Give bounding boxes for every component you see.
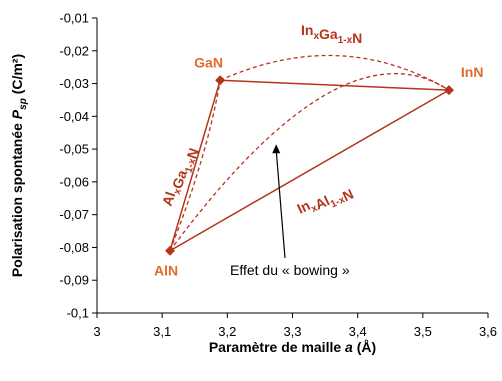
bowing-curves: [169, 54, 450, 252]
bowing-curve-GaN-InN: [219, 54, 450, 91]
line-GaN-InN: [220, 79, 449, 91]
line-AlN-GaN: [169, 80, 221, 251]
x-tick-label: 3,4: [349, 324, 367, 339]
bowing-curve-AlN-InN: [169, 73, 450, 252]
alloy-labels: InxGa1-xN InxAl1-xN AlxGa1-xN: [159, 22, 363, 224]
point-AlN: [164, 245, 175, 256]
y-tick-label: -0,01: [59, 11, 89, 26]
x-tick-label: 3,2: [218, 324, 236, 339]
y-tick-label: -0,07: [59, 207, 89, 222]
y-tick-label: -0,03: [59, 76, 89, 91]
point-GaN: [215, 75, 226, 86]
annotation-arrowhead: [272, 144, 281, 154]
linear-segments: [169, 79, 450, 252]
y-tick-label: -0,04: [59, 109, 89, 124]
axis-titles: Paramètre de maille a (Å) Polarisation sp…: [9, 54, 376, 355]
annotation-text: Effet du « bowing »: [230, 262, 350, 278]
y-axis: -0,01 -0,02 -0,03 -0,04 -0,05 -0,06 -0,07 -0,08…: [59, 11, 98, 321]
y-tick-label: -0,09: [59, 273, 89, 288]
x-tick-label: 3: [93, 324, 100, 339]
x-tick-label: 3,1: [153, 324, 171, 339]
y-tick-label: -0,1: [67, 306, 89, 321]
alloy-label: AlxGa1-xN: [159, 143, 202, 210]
x-tick-label: 3,3: [283, 324, 301, 339]
x-tick-label: 3,5: [414, 324, 432, 339]
data-points: [164, 75, 454, 256]
line-AlN-InN: [169, 89, 450, 252]
annotation: Effet du « bowing »: [230, 144, 350, 278]
y-tick-label: -0,02: [59, 43, 89, 58]
x-tick-label: 3,6: [479, 324, 497, 339]
alloy-label: InxGa1-xN: [301, 22, 362, 46]
y-axis-title: Polarisation spontanée Psp (C/m²): [9, 54, 29, 277]
bowing-curve-AlN-GaN: [169, 80, 221, 251]
x-axis: 3 3,1 3,2 3,3 3,4 3,5 3,6: [93, 312, 497, 339]
label-GaN: GaN: [194, 54, 223, 70]
alloy-label: InxAl1-xN: [295, 178, 356, 224]
y-tick-label: -0,06: [59, 174, 89, 189]
point-InN: [443, 85, 454, 96]
label-InN: InN: [461, 64, 484, 80]
x-axis-title: Paramètre de maille a (Å): [209, 339, 376, 355]
annotation-arrow: [275, 150, 286, 259]
label-AlN: AlN: [154, 263, 178, 279]
point-labels: AlN GaN InN: [154, 54, 483, 278]
y-tick-label: -0,05: [59, 142, 89, 157]
y-tick-label: -0,08: [59, 240, 89, 255]
